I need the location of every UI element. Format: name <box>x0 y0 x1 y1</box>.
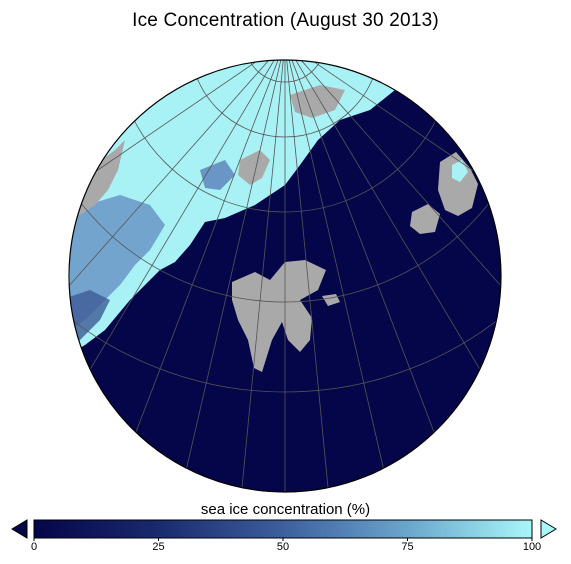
colorbar-tick-25: 25 <box>152 541 165 553</box>
sea-ice-region <box>69 60 400 360</box>
map-boundary <box>68 59 502 493</box>
colorbar-label: sea ice concentration (%) <box>200 501 371 518</box>
coast-land-patch <box>238 150 270 185</box>
colorbar-bar <box>33 519 533 539</box>
franz-josef-land <box>438 152 478 216</box>
colorbar-under-arrow <box>11 519 28 539</box>
map-title: Ice Concentration (August 30 2013) <box>132 10 439 31</box>
colorbar-tick-50: 50 <box>276 541 290 553</box>
franz-josef-west <box>410 204 440 234</box>
upper-land-patch <box>290 85 345 118</box>
franz-josef-ice <box>452 160 468 182</box>
colorbar-over-arrow <box>540 519 557 539</box>
ice-floe-patch <box>200 160 235 190</box>
colorbar-tick-0: 0 <box>30 541 38 553</box>
colorbar-tick-75: 75 <box>401 541 414 553</box>
colorbar-tick-100: 100 <box>522 541 542 553</box>
